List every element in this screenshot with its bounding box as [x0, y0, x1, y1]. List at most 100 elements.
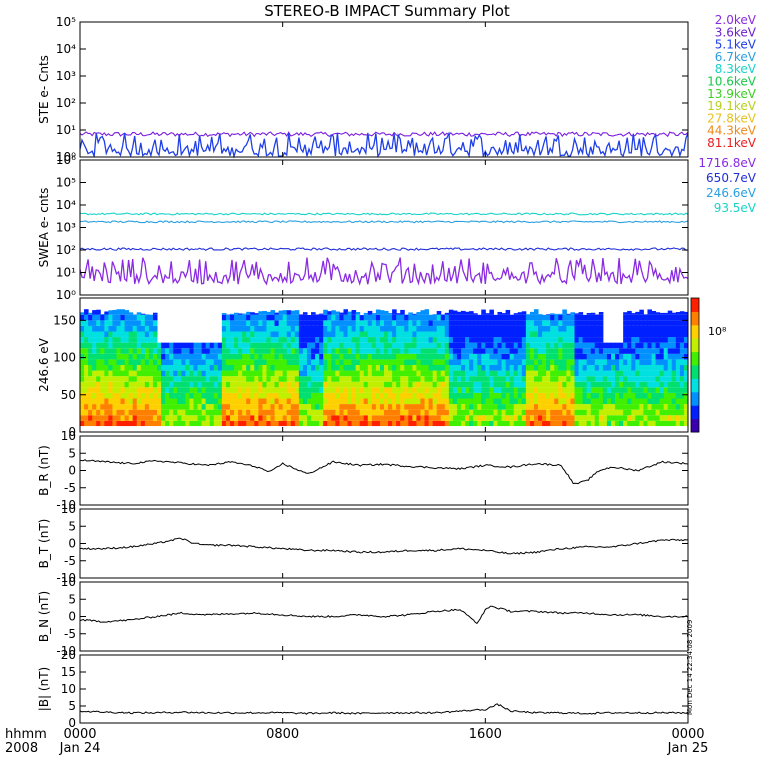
- heatmap-cell: [161, 387, 166, 393]
- heatmap-cell: [473, 315, 478, 321]
- y-tick-label: -5: [64, 554, 76, 568]
- heatmap-cell: [327, 382, 332, 388]
- heatmap-cell: [473, 313, 478, 315]
- heatmap-cell: [453, 382, 458, 388]
- heatmap-cell: [384, 421, 389, 426]
- heatmap-cell: [627, 393, 632, 399]
- heatmap-cell: [453, 410, 458, 416]
- heatmap-cell: [348, 312, 353, 315]
- heatmap-cell: [376, 348, 381, 354]
- heatmap-cell: [331, 315, 336, 321]
- heatmap-cell: [566, 337, 571, 343]
- heatmap-cell: [311, 354, 316, 360]
- heatmap-cell: [550, 359, 555, 365]
- heatmap-cell: [416, 359, 421, 365]
- heatmap-cell: [271, 348, 276, 354]
- heatmap-cell: [145, 343, 150, 349]
- heatmap-cell: [348, 348, 353, 354]
- heatmap-cell: [514, 332, 519, 338]
- heatmap-cell: [202, 376, 207, 382]
- heatmap-cell: [137, 354, 142, 360]
- heatmap-cell: [388, 376, 393, 382]
- heatmap-cell: [275, 387, 280, 393]
- heatmap-cell: [445, 313, 450, 315]
- heatmap-cell: [562, 315, 567, 321]
- heatmap-cell: [587, 348, 592, 354]
- heatmap-cell: [493, 382, 498, 388]
- heatmap-cell: [246, 326, 251, 332]
- heatmap-cell: [441, 354, 446, 360]
- heatmap-cell: [449, 310, 454, 315]
- heatmap-cell: [477, 365, 482, 371]
- heatmap-cell: [384, 348, 389, 354]
- heatmap-cell: [534, 315, 539, 321]
- heatmap-cell: [562, 343, 567, 349]
- heatmap-cell: [84, 399, 89, 405]
- heatmap-cell: [104, 387, 109, 393]
- heatmap-cell: [352, 404, 357, 410]
- heatmap-cell: [384, 354, 389, 360]
- heatmap-cell: [165, 376, 170, 382]
- heatmap-cell: [591, 404, 596, 410]
- heatmap-cell: [615, 376, 620, 382]
- heatmap-cell: [165, 371, 170, 377]
- heatmap-cell: [554, 326, 559, 332]
- heatmap-cell: [291, 320, 296, 326]
- heatmap-cell: [96, 332, 101, 338]
- heatmap-cell: [449, 320, 454, 326]
- heatmap-cell: [546, 348, 551, 354]
- heatmap-cell: [530, 365, 535, 371]
- heatmap-cell: [595, 365, 600, 371]
- heatmap-cell: [226, 343, 231, 349]
- heatmap-cell: [331, 371, 336, 377]
- heatmap-cell: [372, 359, 377, 365]
- heatmap-cell: [445, 359, 450, 365]
- heatmap-cell: [185, 371, 190, 377]
- heatmap-cell: [473, 337, 478, 343]
- heatmap-cell: [242, 415, 247, 421]
- heatmap-cell: [169, 410, 174, 416]
- heatmap-cell: [607, 410, 612, 416]
- heatmap-cell: [226, 337, 231, 343]
- heatmap-cell: [489, 382, 494, 388]
- heatmap-cell: [291, 315, 296, 321]
- heatmap-cell: [469, 410, 474, 416]
- heatmap-cell: [145, 410, 150, 416]
- heatmap-cell: [291, 376, 296, 382]
- heatmap-cell: [489, 320, 494, 326]
- heatmap-cell: [603, 387, 608, 393]
- heatmap-cell: [307, 315, 312, 320]
- heatmap-cell: [291, 410, 296, 416]
- heatmap-cell: [635, 365, 640, 371]
- heatmap-cell: [141, 376, 146, 382]
- heatmap-cell: [250, 393, 255, 399]
- heatmap-cell: [352, 315, 357, 321]
- heatmap-cell: [493, 376, 498, 382]
- heatmap-cell: [647, 320, 652, 326]
- heatmap-cell: [485, 393, 490, 399]
- heatmap-cell: [558, 348, 563, 354]
- heatmap-cell: [108, 326, 113, 332]
- heatmap-cell: [562, 415, 567, 421]
- heatmap-cell: [680, 399, 685, 405]
- y-tick-label: 10: [61, 575, 76, 589]
- heatmap-cell: [291, 415, 296, 421]
- heatmap-cell: [96, 320, 101, 326]
- heatmap-cell: [327, 415, 332, 421]
- heatmap-cell: [510, 348, 515, 354]
- heatmap-cell: [404, 404, 409, 410]
- heatmap-cell: [185, 421, 190, 426]
- heatmap-cell: [311, 315, 316, 321]
- heatmap-cell: [603, 365, 608, 371]
- heatmap-cell: [125, 359, 130, 365]
- heatmap-cell: [425, 332, 430, 338]
- heatmap-cell: [238, 404, 243, 410]
- heatmap-cell: [352, 415, 357, 421]
- heatmap-cell: [643, 415, 648, 421]
- heatmap-cell: [412, 314, 417, 315]
- heatmap-cell: [189, 371, 194, 377]
- heatmap-cell: [672, 382, 677, 388]
- heatmap-cell: [643, 382, 648, 388]
- heatmap-cell: [222, 332, 227, 338]
- heatmap-cell: [437, 376, 442, 382]
